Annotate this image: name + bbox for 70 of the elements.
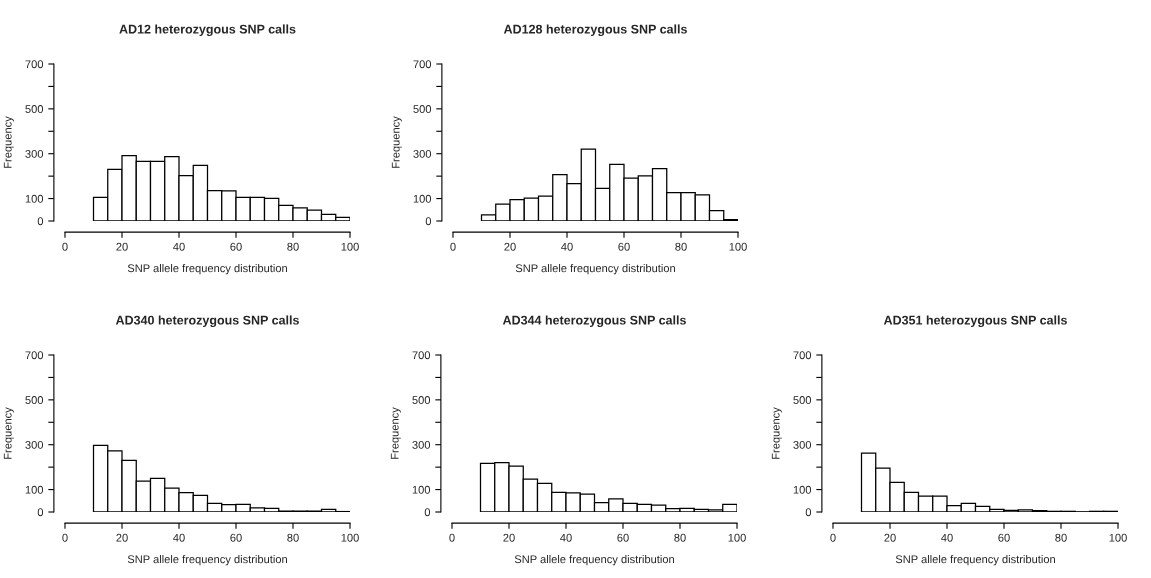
y-axis-title: Frequency — [771, 407, 782, 459]
y-tick-label: 700 — [25, 60, 44, 69]
x-tick-label: 80 — [287, 533, 299, 542]
x-axis-title: SNP allele frequency distribution — [514, 555, 674, 566]
y-axis-title: Frequency — [391, 116, 402, 168]
x-axis-title: SNP allele frequency distribution — [895, 555, 1055, 566]
y-tick-label: 0 — [37, 508, 44, 517]
y-tick-label: 500 — [412, 396, 431, 404]
x-axis-title: SNP allele frequency distribution — [127, 264, 287, 275]
x-tick-label: 80 — [287, 242, 299, 251]
y-tick-label: 500 — [25, 105, 44, 113]
chart-title: AD12 heterozygous SNP calls — [119, 24, 296, 37]
y-tick-label: 500 — [793, 396, 812, 404]
y-tick-label: 500 — [413, 105, 432, 113]
y-tick-label: 100 — [25, 485, 44, 494]
x-tick-label: 40 — [560, 533, 572, 542]
x-tick-label: 20 — [884, 533, 896, 542]
x-tick-label: 80 — [1055, 533, 1067, 542]
x-tick-label: 100 — [728, 533, 746, 542]
chart-title: AD128 heterozygous SNP calls — [503, 24, 687, 37]
y-axis-title: Frequency — [3, 407, 14, 459]
x-tick-label: 0 — [830, 533, 836, 542]
y-axis-title: Frequency — [3, 116, 14, 168]
x-tick-label: 0 — [450, 242, 456, 251]
x-tick-label: 80 — [674, 533, 686, 542]
y-tick-label: 700 — [412, 351, 431, 360]
y-tick-label: 0 — [424, 508, 431, 517]
y-tick-label: 300 — [413, 149, 432, 158]
y-tick-label: 300 — [25, 149, 44, 158]
y-tick-label: 100 — [413, 194, 432, 203]
y-tick-label: 300 — [412, 440, 431, 449]
x-tick-label: 40 — [173, 242, 185, 251]
y-axis-title: Frequency — [390, 407, 401, 459]
x-axis-title: SNP allele frequency distribution — [515, 264, 675, 275]
x-tick-label: 60 — [618, 242, 630, 251]
x-tick-label: 100 — [341, 242, 359, 251]
x-tick-label: 60 — [230, 242, 242, 251]
x-axis-title: SNP allele frequency distribution — [127, 555, 287, 566]
x-tick-label: 100 — [729, 242, 747, 251]
y-tick-label: 0 — [425, 217, 432, 226]
y-tick-label: 300 — [25, 440, 44, 449]
chart-title: AD340 heterozygous SNP calls — [115, 315, 299, 328]
y-tick-label: 300 — [793, 440, 812, 449]
x-tick-label: 0 — [449, 533, 455, 542]
x-tick-label: 20 — [503, 533, 515, 542]
x-tick-label: 0 — [62, 242, 68, 251]
y-tick-label: 700 — [25, 351, 44, 360]
x-tick-label: 80 — [675, 242, 687, 251]
x-tick-label: 40 — [561, 242, 573, 251]
x-tick-label: 100 — [341, 533, 359, 542]
x-tick-label: 60 — [998, 533, 1010, 542]
y-tick-label: 0 — [37, 217, 44, 226]
x-tick-label: 0 — [62, 533, 68, 542]
x-tick-label: 20 — [504, 242, 516, 251]
y-tick-label: 700 — [793, 351, 812, 360]
x-tick-label: 100 — [1109, 533, 1127, 542]
chart-title: AD344 heterozygous SNP calls — [502, 315, 686, 328]
x-tick-label: 60 — [230, 533, 242, 542]
x-tick-label: 20 — [116, 533, 128, 542]
x-tick-label: 60 — [617, 533, 629, 542]
y-tick-label: 700 — [413, 60, 432, 69]
x-tick-label: 40 — [173, 533, 185, 542]
y-tick-label: 0 — [805, 508, 812, 517]
y-tick-label: 100 — [793, 485, 812, 494]
y-tick-label: 500 — [25, 396, 44, 404]
y-tick-label: 100 — [25, 194, 44, 203]
y-tick-label: 100 — [412, 485, 431, 494]
x-tick-label: 20 — [116, 242, 128, 251]
x-tick-label: 40 — [941, 533, 953, 542]
chart-title: AD351 heterozygous SNP calls — [883, 315, 1067, 328]
